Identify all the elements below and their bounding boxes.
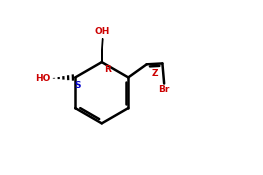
- Text: Z: Z: [151, 69, 158, 78]
- Text: HO: HO: [35, 74, 50, 83]
- Text: OH: OH: [95, 27, 110, 36]
- Text: S: S: [75, 81, 81, 90]
- Polygon shape: [102, 38, 103, 62]
- Text: Br: Br: [159, 85, 170, 94]
- Text: R: R: [104, 65, 111, 75]
